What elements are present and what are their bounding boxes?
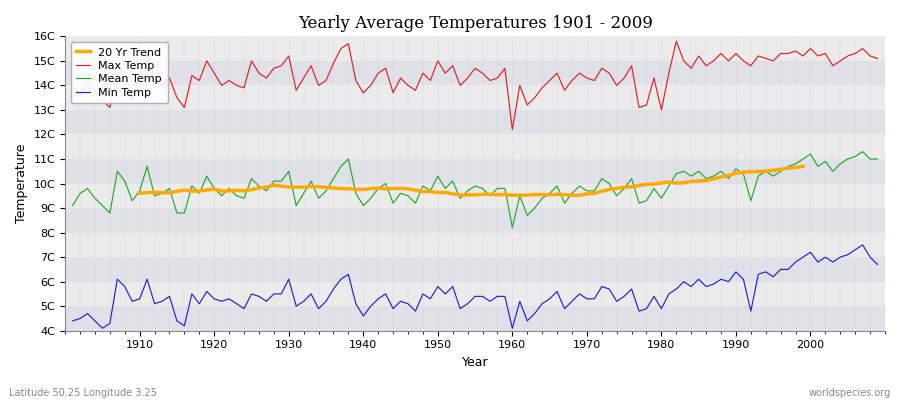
Bar: [65, 306, 885, 331]
Text: worldspecies.org: worldspecies.org: [809, 388, 891, 398]
Bar: [65, 110, 885, 134]
Mean Temp: [68, 203, 78, 208]
Bar: [65, 257, 885, 282]
Mean Temp: [515, 193, 526, 198]
Bar: [65, 159, 885, 184]
Max Temp: [291, 88, 302, 93]
Min Temp: [134, 296, 145, 301]
Mean Temp: [872, 156, 883, 161]
Max Temp: [515, 83, 526, 88]
Bar: [65, 85, 885, 110]
Max Temp: [127, 98, 138, 102]
Bar: [65, 184, 885, 208]
Min Temp: [857, 242, 868, 247]
Max Temp: [872, 56, 883, 61]
20 Yr Trend: [134, 191, 145, 196]
20 Yr Trend: [515, 193, 526, 198]
20 Yr Trend: [224, 188, 235, 193]
Line: 20 Yr Trend: 20 Yr Trend: [140, 166, 803, 195]
Mean Temp: [127, 198, 138, 203]
20 Yr Trend: [775, 167, 786, 172]
Bar: [65, 134, 885, 159]
Mean Temp: [291, 203, 302, 208]
Mean Temp: [507, 225, 517, 230]
Legend: 20 Yr Trend, Max Temp, Mean Temp, Min Temp: 20 Yr Trend, Max Temp, Mean Temp, Min Te…: [71, 42, 167, 104]
Bar: [65, 208, 885, 232]
Min Temp: [872, 262, 883, 267]
Bar: [65, 61, 885, 85]
Line: Max Temp: Max Temp: [73, 41, 878, 130]
Min Temp: [343, 272, 354, 277]
Y-axis label: Temperature: Temperature: [15, 144, 28, 223]
Min Temp: [68, 318, 78, 323]
Max Temp: [670, 39, 681, 44]
20 Yr Trend: [336, 186, 346, 191]
20 Yr Trend: [797, 164, 808, 169]
Min Temp: [507, 326, 517, 331]
Min Temp: [515, 299, 526, 304]
Bar: [65, 232, 885, 257]
Mean Temp: [604, 181, 615, 186]
Max Temp: [336, 46, 346, 51]
20 Yr Trend: [693, 178, 704, 183]
Line: Min Temp: Min Temp: [73, 245, 878, 328]
Bar: [65, 282, 885, 306]
Mean Temp: [500, 186, 510, 191]
Min Temp: [97, 326, 108, 331]
Bar: [65, 36, 885, 61]
Max Temp: [500, 66, 510, 71]
Max Temp: [68, 86, 78, 90]
20 Yr Trend: [708, 176, 719, 181]
Max Temp: [604, 71, 615, 76]
Min Temp: [298, 299, 309, 304]
Min Temp: [604, 287, 615, 292]
Mean Temp: [857, 149, 868, 154]
Text: Latitude 50.25 Longitude 3.25: Latitude 50.25 Longitude 3.25: [9, 388, 157, 398]
Max Temp: [507, 127, 517, 132]
X-axis label: Year: Year: [462, 356, 489, 369]
Line: Mean Temp: Mean Temp: [73, 152, 878, 228]
20 Yr Trend: [604, 187, 615, 192]
Mean Temp: [336, 164, 346, 169]
Title: Yearly Average Temperatures 1901 - 2009: Yearly Average Temperatures 1901 - 2009: [298, 15, 652, 32]
